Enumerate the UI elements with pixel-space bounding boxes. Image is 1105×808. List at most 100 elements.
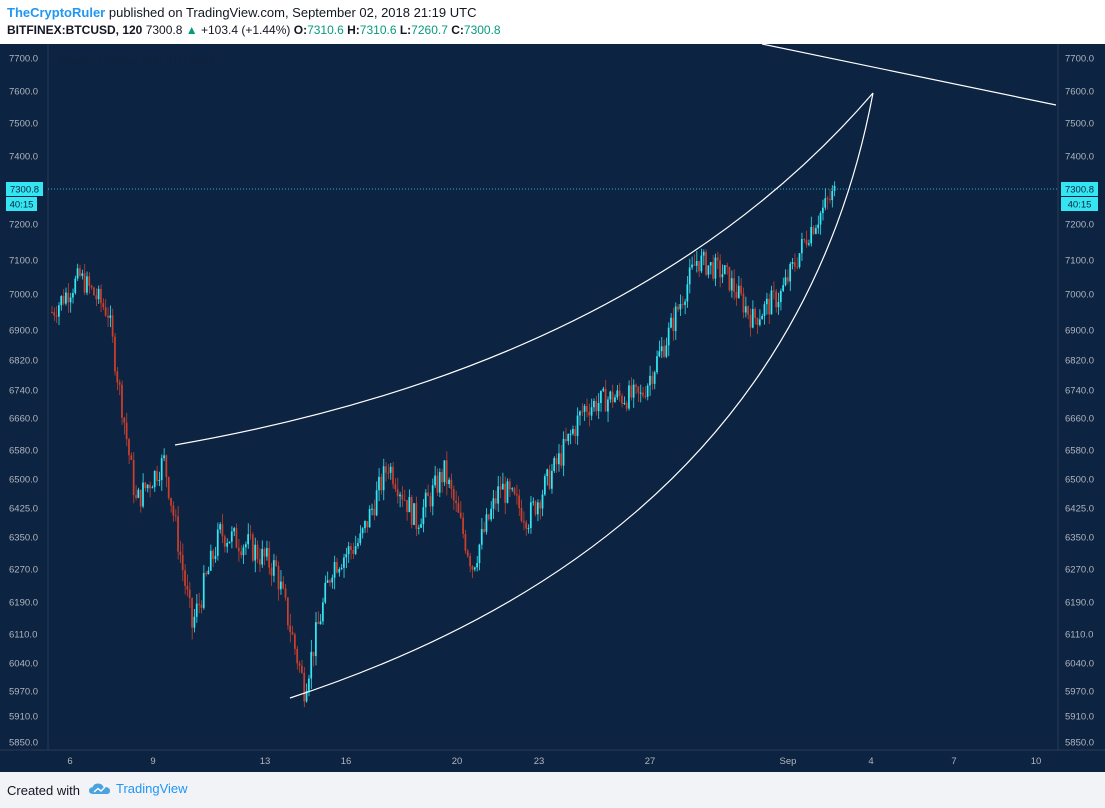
- price-tick-label: 6580.0: [9, 446, 38, 457]
- price-tick-label: 6740.0: [9, 386, 38, 397]
- price-tick-label: 7200.0: [9, 220, 38, 231]
- candle-body: [373, 508, 376, 516]
- candle-body: [688, 267, 691, 285]
- candle-body: [279, 581, 282, 590]
- cloud-icon: [89, 783, 110, 794]
- candle-body: [681, 303, 684, 305]
- up-triangle-icon: ▲: [185, 23, 198, 37]
- descending-trendline[interactable]: [761, 44, 1057, 106]
- price-tag-right: 7300.8 40:15: [1061, 182, 1098, 211]
- price-chart[interactable]: 7700.0 7700.0 7600.0 7600.0 7500.0 7500.0 7400…: [0, 44, 1105, 772]
- candle-body: [144, 482, 147, 489]
- candle-body: [396, 489, 399, 497]
- candle-body: [485, 514, 488, 532]
- chart-background: [0, 44, 1105, 772]
- author-link[interactable]: TheCryptoRuler: [7, 5, 106, 20]
- candle-body: [501, 483, 504, 490]
- candle-body: [60, 296, 63, 306]
- price-tick-label: 6110.0: [9, 630, 37, 641]
- countdown-left-bg: [6, 197, 37, 211]
- candle-body: [181, 555, 184, 571]
- time-tick-label: 7: [951, 756, 956, 767]
- candle-body: [833, 185, 836, 191]
- price-tick-label: 6040.0: [9, 659, 38, 670]
- price-tick-label: 7700.0: [9, 54, 38, 65]
- candle-body: [394, 484, 397, 490]
- candle-body: [709, 262, 712, 266]
- tradingview-brand[interactable]: TradingView: [88, 781, 188, 796]
- candle-body: [448, 479, 450, 485]
- candle-body: [336, 562, 338, 573]
- candle-body: [132, 459, 135, 496]
- candle-body: [315, 622, 317, 657]
- candle-body: [581, 411, 584, 413]
- candle-body: [137, 489, 140, 498]
- candle-body: [107, 315, 109, 318]
- candle-body: [579, 411, 581, 416]
- candle-body: [286, 597, 289, 626]
- candle-body: [735, 291, 738, 298]
- candle-body: [118, 382, 121, 385]
- candle-body: [747, 306, 749, 315]
- candle-body: [76, 268, 79, 279]
- candle-body: [174, 515, 177, 517]
- candle-body: [139, 489, 142, 507]
- candle-body: [382, 466, 385, 491]
- candle-body: [392, 466, 394, 485]
- drawings-group[interactable]: [48, 44, 1058, 699]
- candle-body: [83, 273, 86, 293]
- candle-body: [207, 570, 210, 575]
- candle-body: [602, 388, 605, 391]
- candle-body: [389, 466, 392, 473]
- price-tick-label: 6040.0: [1065, 659, 1094, 670]
- candle-body: [427, 492, 429, 497]
- candle-body: [186, 585, 189, 590]
- time-tick-label: 9: [150, 756, 155, 767]
- wedge-lower-line[interactable]: [289, 92, 874, 699]
- publisher-line: TheCryptoRuler published on TradingView.…: [7, 5, 476, 20]
- candle-body: [635, 384, 637, 387]
- candle-body: [639, 392, 642, 394]
- price-tick-label: 6820.0: [9, 356, 38, 367]
- candle-body: [494, 498, 497, 504]
- candle-body: [158, 480, 161, 482]
- candle-body: [604, 388, 607, 412]
- price-tick-label: 7000.0: [1065, 290, 1094, 301]
- countdown-right-bg: [1061, 197, 1098, 211]
- candle-body: [244, 544, 247, 548]
- candle-body: [789, 263, 792, 282]
- candle-body: [712, 262, 714, 279]
- candle-body: [583, 405, 586, 412]
- candle-body: [151, 487, 154, 489]
- candle-body: [719, 260, 721, 278]
- candle-body: [270, 567, 273, 576]
- candle-body: [307, 678, 310, 691]
- candle-body: [803, 239, 806, 241]
- candle-body: [665, 345, 668, 357]
- low-label: L:: [399, 23, 412, 37]
- time-tick-label: 20: [452, 756, 463, 767]
- candle-body: [649, 375, 651, 386]
- candle-body: [660, 346, 663, 352]
- candle-body: [744, 306, 747, 313]
- created-with-text: Created with: [7, 783, 80, 798]
- candle-body: [520, 508, 523, 521]
- candle-body: [263, 548, 266, 557]
- price-tag-left: 7300.8 40:15: [6, 182, 43, 211]
- candle-body: [375, 490, 378, 516]
- candle-body: [705, 251, 707, 275]
- candle-body: [102, 303, 105, 308]
- price-tick-label: 6900.0: [1065, 326, 1094, 337]
- wedge-upper-line[interactable]: [174, 92, 874, 446]
- price-tick-label: 6110.0: [1065, 630, 1093, 641]
- candle-body: [326, 580, 329, 583]
- candle-body: [625, 402, 628, 409]
- candle-body: [298, 663, 301, 666]
- candle-body: [417, 527, 420, 529]
- candle-body: [228, 541, 231, 543]
- candle-body: [529, 502, 532, 528]
- candle-body: [564, 438, 567, 442]
- candle-body: [679, 303, 682, 310]
- candle-body: [188, 589, 191, 599]
- candle-body: [714, 257, 717, 279]
